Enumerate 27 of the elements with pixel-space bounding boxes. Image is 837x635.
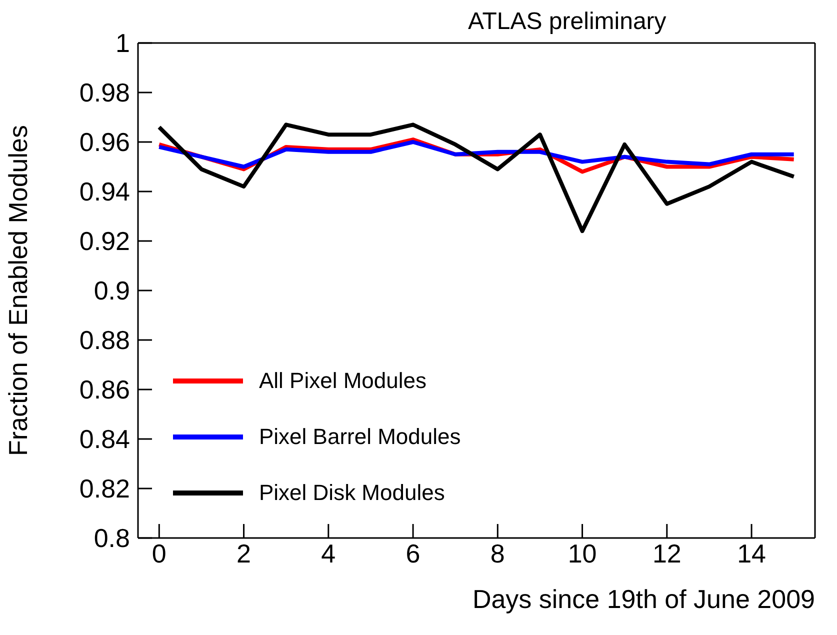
x-tick-label: 8 <box>490 538 505 568</box>
x-tick-label: 10 <box>568 538 597 568</box>
x-tick-label: 6 <box>406 538 420 568</box>
x-tick-label: 12 <box>652 538 682 568</box>
y-tick-label: 1 <box>116 28 130 58</box>
y-tick-label: 0.9 <box>94 276 130 306</box>
line-series <box>157 140 796 169</box>
legend-label: All Pixel Modules <box>259 368 427 394</box>
y-tick-label: 0.86 <box>79 374 130 405</box>
y-tick-label: 0.88 <box>79 325 130 356</box>
legend-label: Pixel Barrel Modules <box>259 424 461 450</box>
x-tick-label: 14 <box>737 538 766 568</box>
y-tick-label: 0.8 <box>94 523 130 554</box>
y-tick-label: 0.98 <box>79 78 130 108</box>
line-series <box>157 122 796 234</box>
y-tick-label: 0.82 <box>79 474 130 504</box>
x-tick-label: 0 <box>152 538 166 568</box>
y-tick-label: 0.84 <box>79 424 130 454</box>
x-tick-label: 2 <box>236 538 252 568</box>
y-tick-label: 0.94 <box>79 176 130 207</box>
chart-title: ATLAS preliminary <box>468 8 666 36</box>
x-tick-label: 4 <box>321 538 336 568</box>
y-tick-label: 0.92 <box>79 226 130 256</box>
x-axis-title: Days since 19th of June 2009 <box>472 584 815 614</box>
legend-label: Pixel Disk Modules <box>259 480 445 506</box>
y-axis-title: Fraction of Enabled Modules <box>3 125 34 456</box>
y-tick-label: 0.96 <box>79 127 130 158</box>
